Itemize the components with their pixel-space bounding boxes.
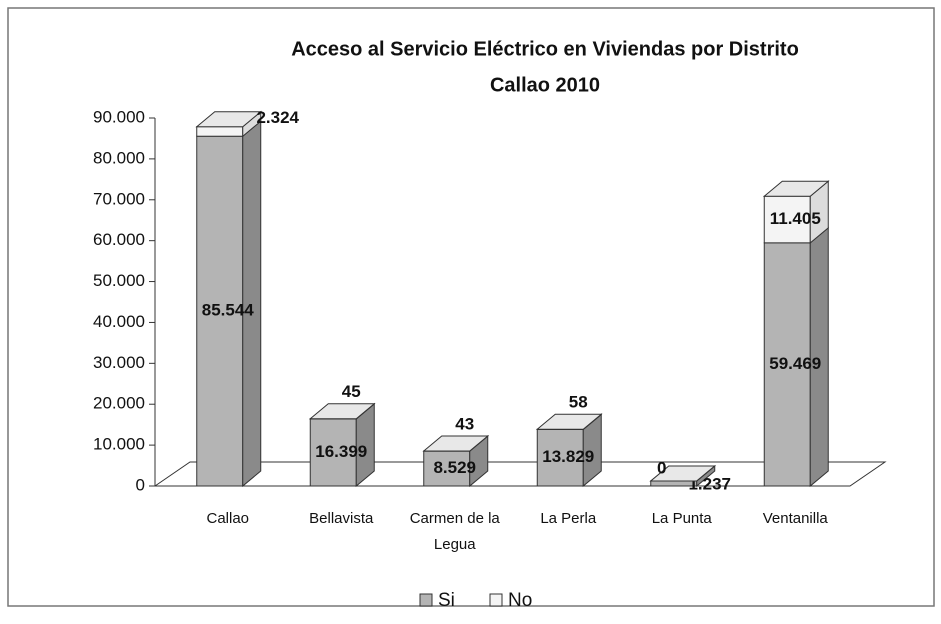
legend-swatch: [419, 593, 433, 607]
x-tick-label: Callao: [206, 510, 250, 527]
y-tick-label: 70.000: [93, 189, 145, 208]
bar-segment: [535, 413, 603, 431]
y-tick-label: 60.000: [93, 230, 145, 249]
bar-front: [536, 428, 584, 487]
x-tick-label: La Perla: [540, 510, 597, 527]
value-label: 16.399: [315, 442, 367, 461]
chart-subtitle: Callao 2010: [490, 74, 600, 96]
x-tick-label: Carmen de la Legua: [409, 510, 500, 553]
y-tick-label: 40.000: [93, 312, 145, 331]
bar-front: [763, 195, 811, 244]
bar-segment: [422, 434, 490, 453]
bar-segment: [309, 402, 375, 488]
value-label: 2.324: [256, 108, 299, 127]
value-label: 59.469: [769, 354, 821, 373]
floor: [153, 461, 887, 487]
legend-label: No: [508, 590, 532, 611]
value-label: 45: [342, 382, 361, 401]
bar-front: [763, 242, 811, 487]
bar-segment: [763, 226, 829, 488]
y-tick-label: 90.000: [93, 107, 145, 126]
bar-front: [196, 135, 244, 487]
bar-top: [308, 403, 376, 420]
bar-front: [196, 126, 244, 137]
bar-segment: [649, 465, 717, 482]
bar-top: [535, 413, 603, 430]
bar-segment: [762, 180, 830, 244]
bar-segment: [196, 120, 262, 488]
value-label: 85.544: [202, 301, 255, 320]
y-tick-label: 0: [136, 475, 145, 494]
value-label: 13.829: [542, 447, 594, 466]
bar-top: [649, 465, 717, 482]
bar-top: [422, 435, 490, 452]
x-tick-label: Ventanilla: [762, 510, 828, 527]
value-label: 58: [569, 393, 588, 412]
y-tick-label: 20.000: [93, 394, 145, 413]
bar-top: [195, 111, 263, 128]
chart-frame: [7, 7, 935, 607]
y-tick-label: 80.000: [93, 148, 145, 167]
y-tick-label: 10.000: [93, 435, 145, 454]
x-tick-label: Bellavista: [309, 510, 374, 527]
legend-label: Si: [438, 590, 455, 611]
bar-segment: [423, 435, 489, 488]
value-label: 8.529: [433, 458, 476, 477]
bar-segment: [308, 402, 376, 421]
bar-segment: [536, 413, 602, 488]
x-tick-label: La Punta: [651, 510, 712, 527]
value-label: 11.405: [770, 209, 821, 228]
y-tick-label: 30.000: [93, 353, 145, 372]
value-label: 43: [455, 414, 474, 433]
y-tick-label: 50.000: [93, 271, 145, 290]
chart-title: Acceso al Servicio Eléctrico en Vivienda…: [291, 38, 799, 60]
bar-segment: [195, 110, 263, 138]
bar-top: [762, 180, 830, 197]
legend-swatch: [489, 593, 503, 607]
value-label: 0: [657, 458, 666, 477]
